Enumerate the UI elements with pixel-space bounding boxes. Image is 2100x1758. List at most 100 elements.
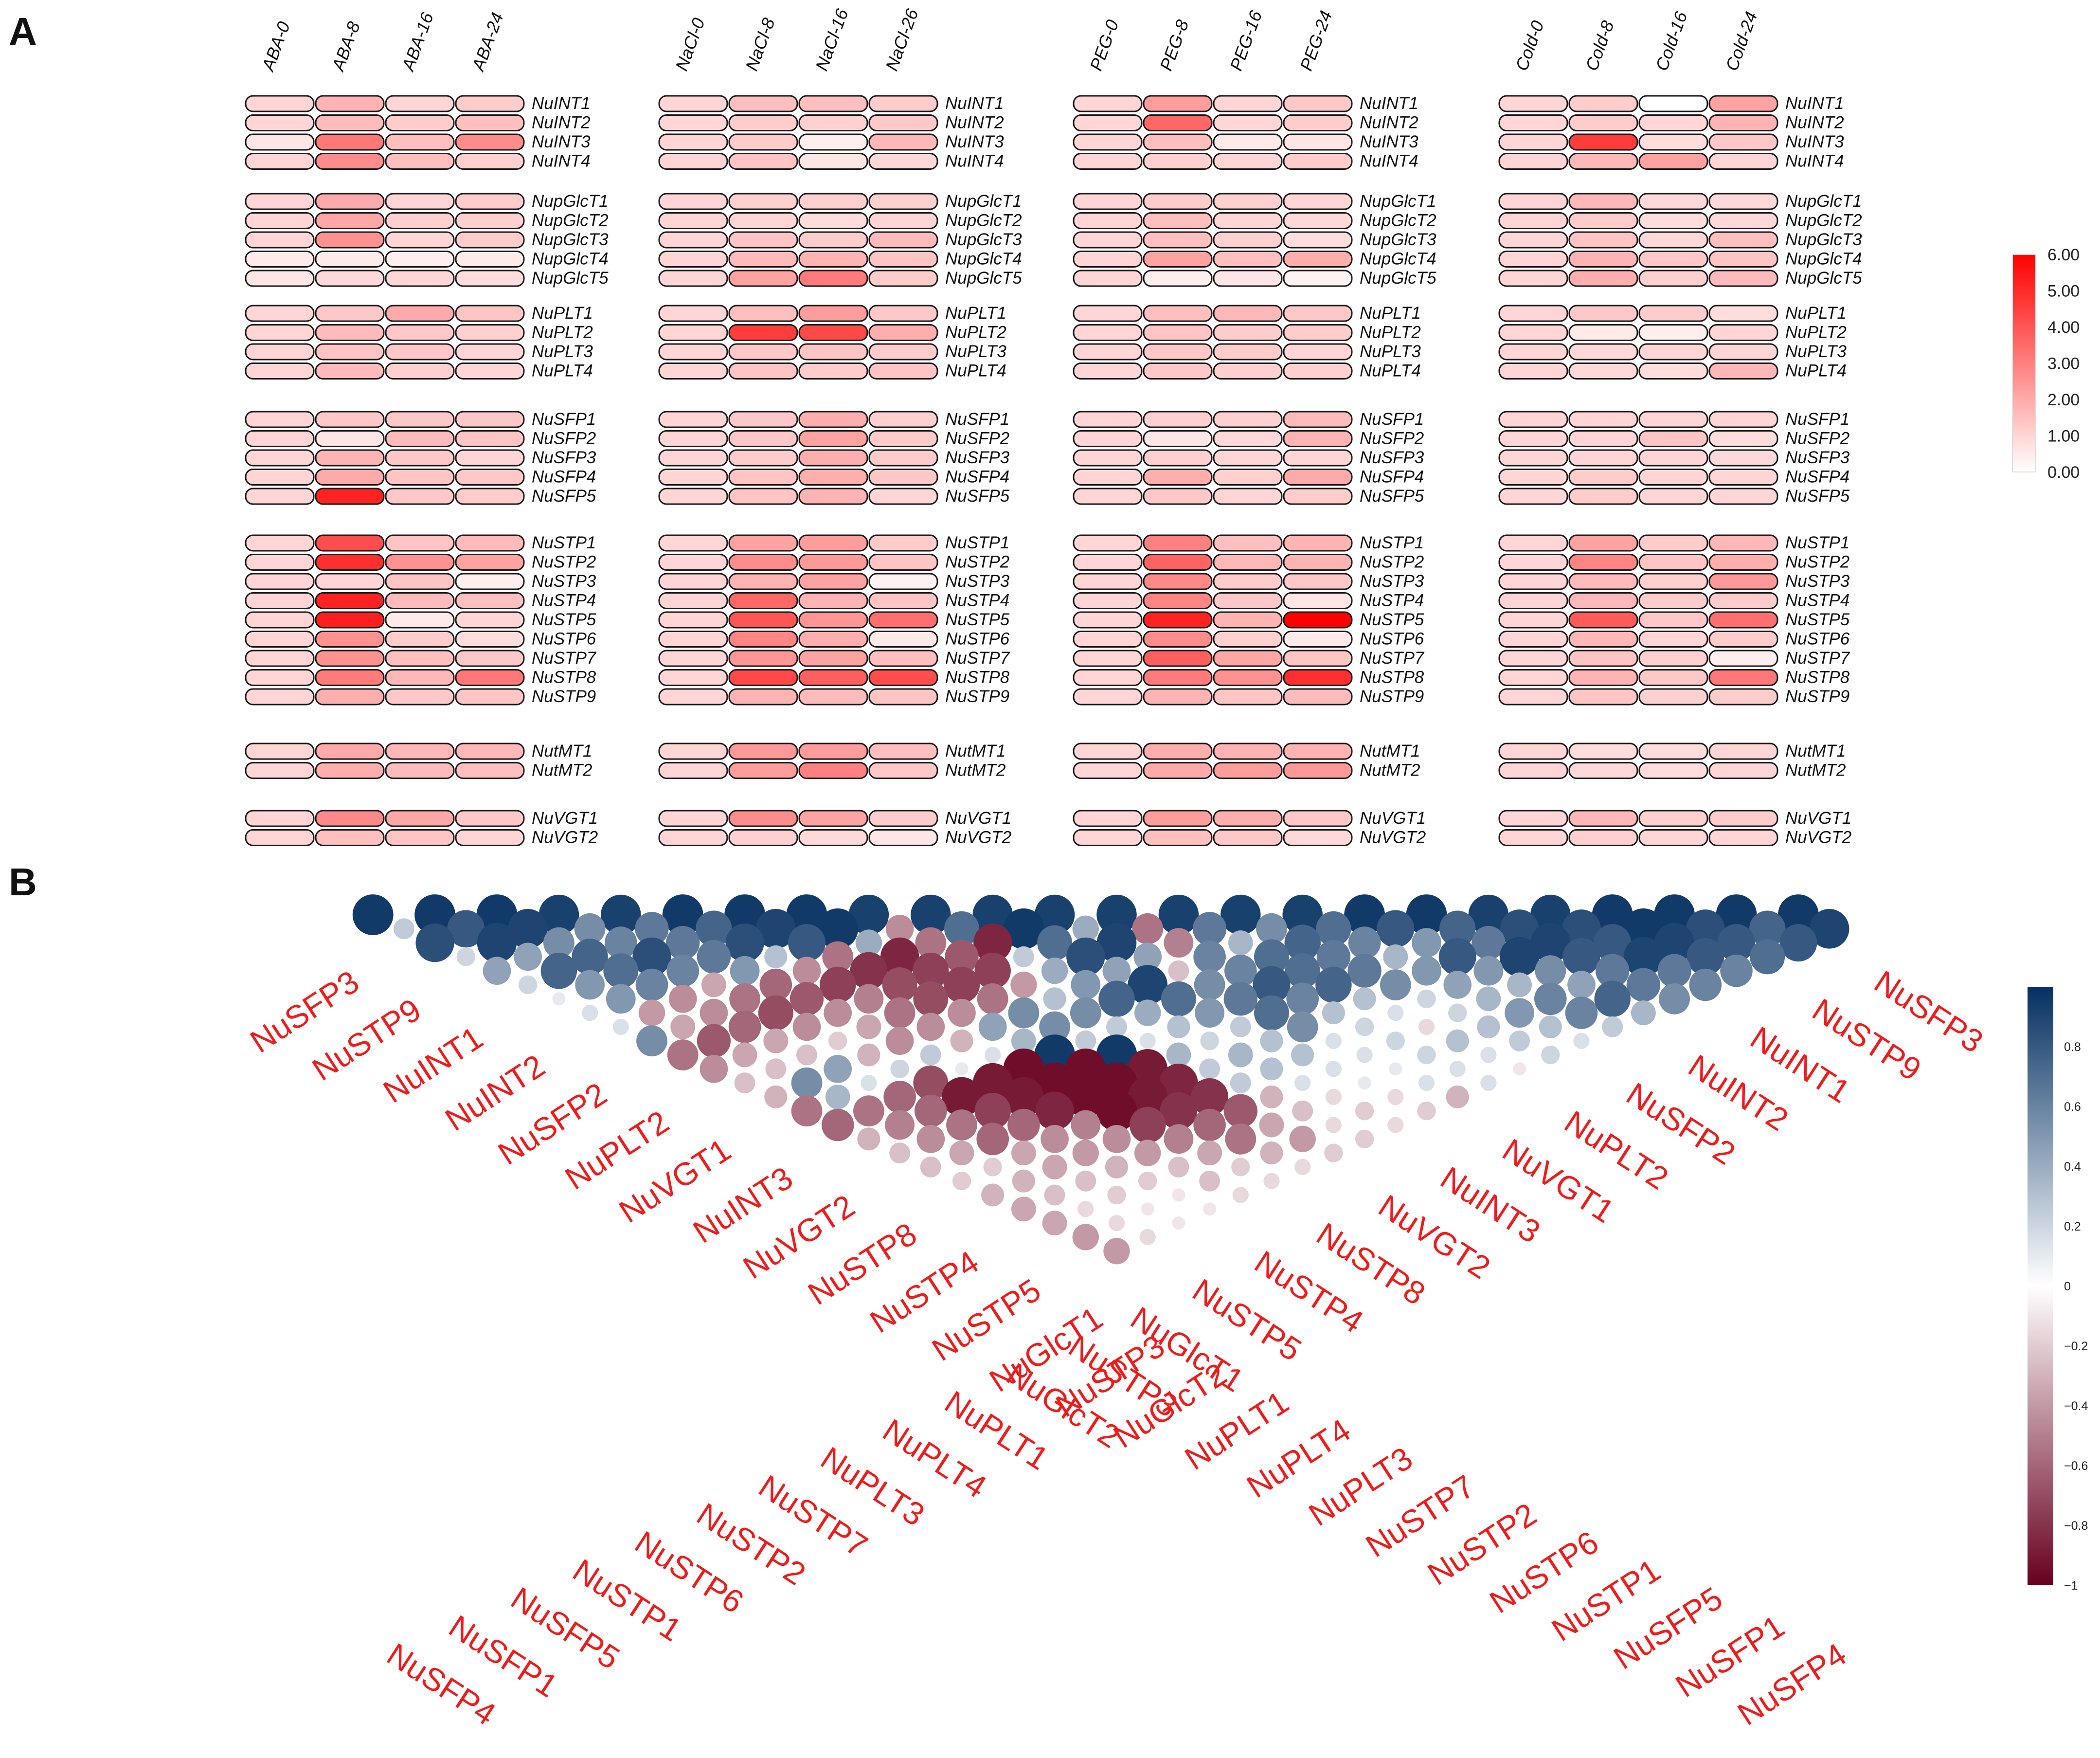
correlation-dot <box>1418 1074 1435 1091</box>
heatmap-cell <box>868 133 938 151</box>
heatmap-cell <box>658 573 728 590</box>
gene-row-label: NuSTP9 <box>532 687 596 706</box>
correlation-dot <box>763 1028 789 1053</box>
column-header: PEG-8 <box>1156 17 1192 73</box>
gene-row-label: NuINT1 <box>532 94 591 113</box>
correlation-dot <box>1500 909 1539 948</box>
heatmap-cell <box>455 270 525 287</box>
correlation-dot <box>575 970 605 1000</box>
heatmap-cell <box>1568 153 1638 170</box>
gene-row-label: NuSTP8 <box>1785 668 1850 687</box>
heatmap-cell <box>868 743 938 760</box>
correlation-dot <box>1103 1238 1130 1265</box>
correlation-dot <box>668 984 697 1013</box>
gene-row-label: NuINT2 <box>945 113 1004 132</box>
gene-row-label: NuSFP3 <box>945 448 1010 467</box>
correlation-dot <box>855 929 882 956</box>
heatmap-cell <box>1143 669 1213 686</box>
heatmap-cell <box>1073 133 1143 151</box>
heatmap-cell <box>1143 95 1213 112</box>
gene-row-label: NuSFP1 <box>945 410 1009 429</box>
correlation-dot <box>1167 1015 1190 1038</box>
heatmap-cell <box>1143 343 1213 361</box>
heatmap-cell <box>1638 193 1708 210</box>
correlation-dot <box>1128 965 1167 1005</box>
correlation-dot <box>1779 924 1817 962</box>
heatmap-cell <box>1073 810 1143 827</box>
heatmap-cell <box>1638 669 1708 686</box>
heatmap-cell <box>385 343 455 361</box>
correlation-dot <box>1530 923 1571 963</box>
heatmap-cell <box>1708 488 1778 505</box>
heatmap-cell <box>798 449 868 467</box>
heatmap-cell <box>1213 743 1283 760</box>
correlation-dot <box>415 923 454 962</box>
heatmap-cell <box>1283 762 1353 779</box>
heatmap-cell <box>1213 133 1283 151</box>
heatmap-cell <box>728 743 798 760</box>
correlation-dot <box>1134 999 1161 1026</box>
heatmap-cell <box>798 592 868 609</box>
correlation-dot <box>850 952 888 990</box>
gene-row-label: NutMT1 <box>1360 742 1420 761</box>
correlation-dot <box>916 1124 945 1153</box>
correlation-dot <box>1096 1062 1137 1104</box>
correlation-dot <box>670 1014 696 1039</box>
correlation-dot <box>955 1062 969 1076</box>
correlation-dot <box>603 953 639 989</box>
heatmap-cell <box>455 743 525 760</box>
heatmap-cell <box>315 650 385 667</box>
heatmap-cell <box>1708 133 1778 151</box>
gene-row-label: NuSTP1 <box>1785 533 1849 552</box>
correlation-dot <box>1325 1033 1342 1049</box>
gene-row-label: NuSTP4 <box>1360 591 1424 610</box>
correlation-dot <box>764 1085 788 1108</box>
gene-row-label: NuPLT4 <box>1785 362 1847 381</box>
gene-row-label: NuSFP1 <box>532 410 596 429</box>
heatmap-cell <box>385 743 455 760</box>
correlation-dot <box>636 1025 667 1057</box>
gene-row-label: NutMT2 <box>945 761 1005 780</box>
heatmap-cell <box>1213 430 1283 447</box>
heatmap-cell <box>1708 573 1778 590</box>
correlation-dot <box>1260 1057 1283 1081</box>
heatmap-cell <box>1283 611 1353 629</box>
heatmap-cell <box>1568 114 1638 131</box>
gene-row-label: NuSTP4 <box>945 591 1009 610</box>
correlation-dot <box>1253 966 1291 1004</box>
heatmap-cell <box>1213 611 1283 629</box>
correlation-dot <box>1406 894 1447 935</box>
heatmap-cell <box>1283 270 1353 287</box>
color-bar-tick: 4.00 <box>2047 318 2080 337</box>
gene-row-label: NuSTP9 <box>1360 687 1424 706</box>
correlation-dot <box>790 982 824 1016</box>
correlation-dot <box>1199 1170 1221 1192</box>
gene-row-label: NupGlcT4 <box>945 250 1022 269</box>
correlation-dot <box>1292 1100 1313 1122</box>
gene-row-label: NupGlcT3 <box>945 230 1022 249</box>
heatmap-cell <box>728 554 798 571</box>
correlation-dot <box>1377 910 1415 948</box>
heatmap-cell <box>1143 573 1213 590</box>
correlation-dot <box>1193 1108 1226 1142</box>
correlation-dot <box>857 1043 880 1067</box>
correlation-dot <box>1480 1047 1497 1063</box>
heatmap-cell <box>245 324 315 341</box>
heatmap-cell <box>455 688 525 706</box>
correlation-dot <box>1477 1015 1500 1038</box>
correlation-dot <box>1282 894 1323 935</box>
correlation-dot <box>1325 1061 1342 1077</box>
gene-row-label: NuSFP4 <box>1785 468 1849 487</box>
correlation-dot <box>1594 924 1632 962</box>
heatmap-cell <box>728 449 798 467</box>
heatmap-cell <box>245 449 315 467</box>
heatmap-cell <box>798 810 868 827</box>
heatmap-cell <box>868 469 938 486</box>
heatmap-cell <box>658 810 728 827</box>
gene-row-label: NuINT3 <box>945 132 1004 151</box>
color-bar-tick: 3.00 <box>2047 355 2080 373</box>
correlation-dot <box>792 957 821 985</box>
heatmap-cell <box>315 611 385 629</box>
heatmap-cell <box>315 449 385 467</box>
